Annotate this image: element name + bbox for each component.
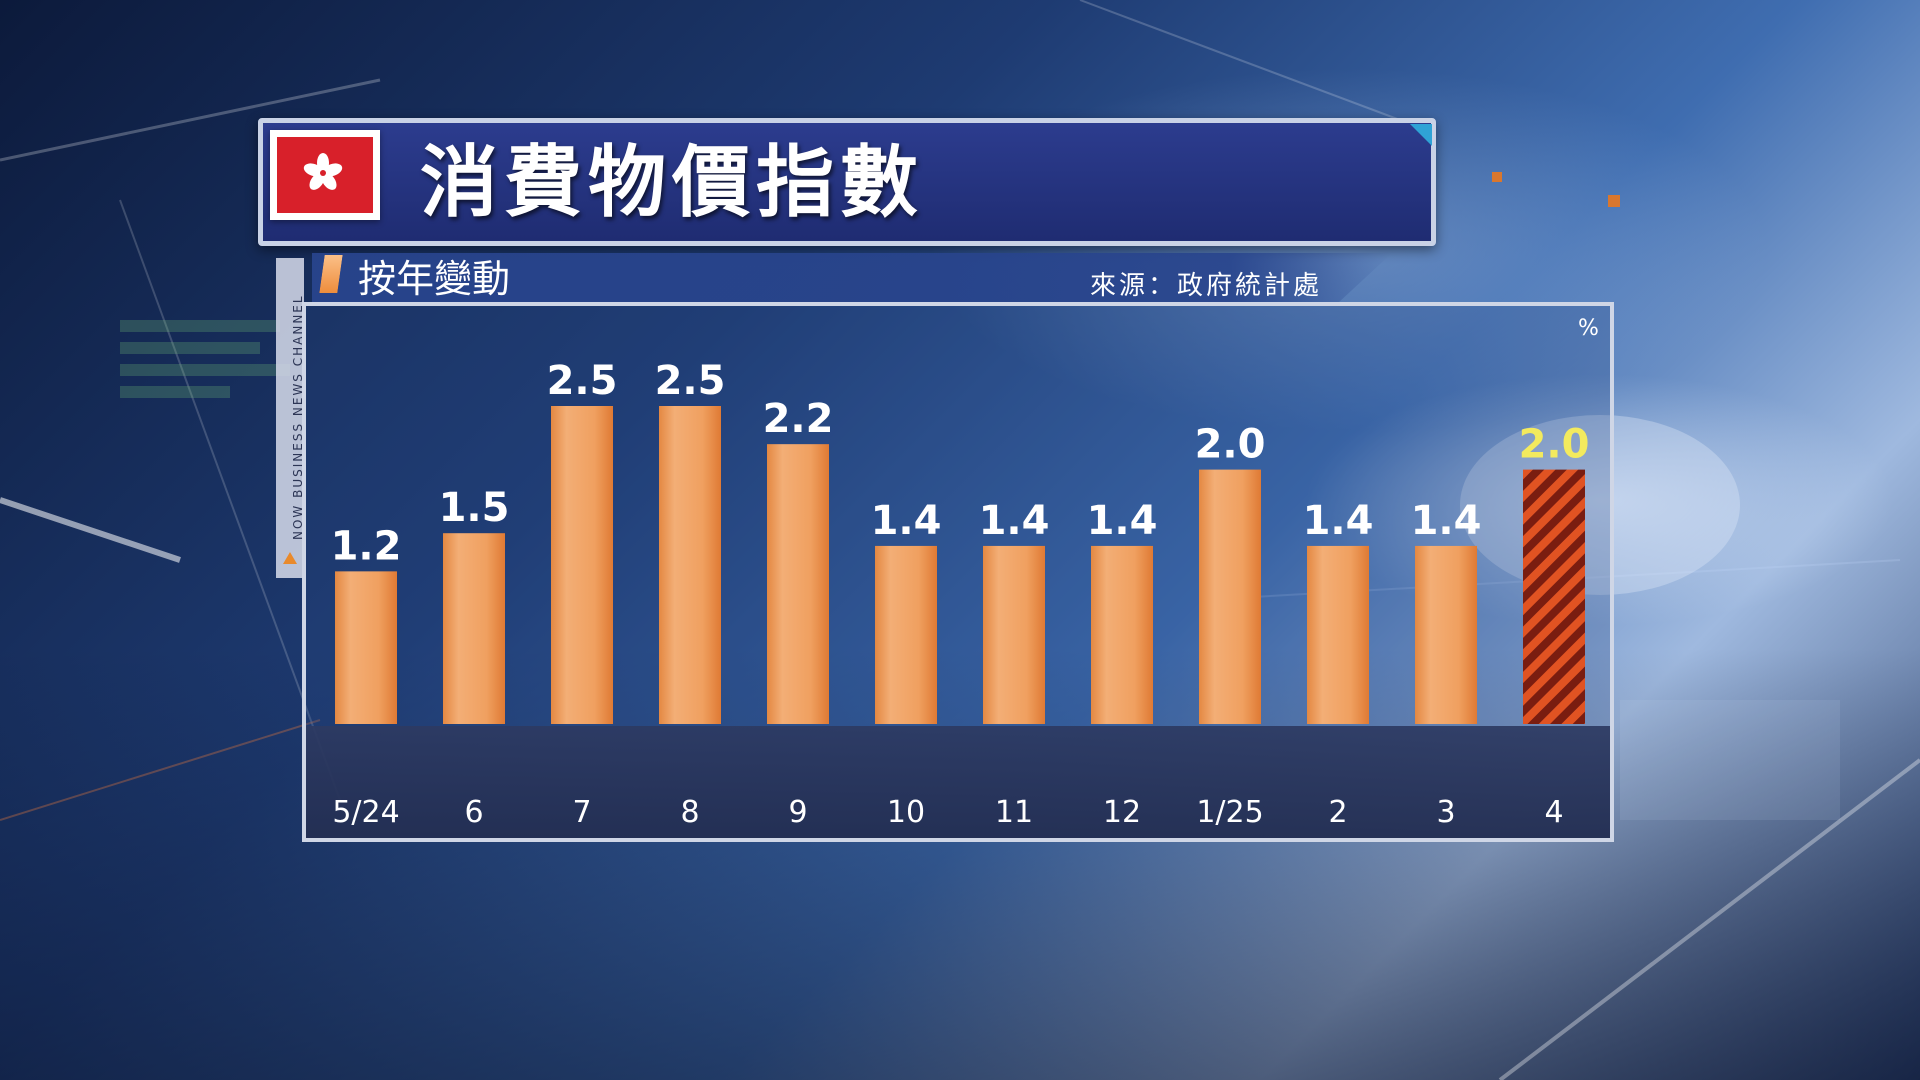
channel-side-strip (276, 258, 304, 578)
x-tick-label: 3 (1436, 795, 1455, 830)
x-tick-label: 12 (1103, 795, 1141, 830)
source-label: 來源：政府統計處 (1090, 271, 1323, 301)
bar (767, 444, 829, 724)
x-tick-label: 4 (1544, 795, 1563, 830)
unit-label: % (1578, 316, 1599, 341)
x-tick-label: 8 (680, 795, 699, 830)
x-tick-label: 10 (887, 795, 925, 830)
bar (983, 545, 1045, 724)
bar (335, 571, 397, 724)
bar-value-label: 1.4 (1411, 498, 1482, 544)
x-tick-label: 6 (464, 795, 483, 830)
bar (1199, 469, 1261, 724)
bar (1307, 545, 1369, 724)
bar-value-label: 1.5 (439, 485, 510, 531)
x-tick-label: 2 (1328, 795, 1347, 830)
bar-value-label: 2.5 (655, 358, 726, 404)
bar-value-label: 2.2 (763, 396, 834, 442)
bar-value-label: 1.4 (1303, 498, 1374, 544)
subtitle-bar (312, 253, 1392, 303)
bar (875, 545, 937, 724)
x-axis-band (306, 726, 1610, 838)
title-corner-accent (1410, 124, 1432, 146)
bar (1415, 545, 1477, 724)
bar-value-label: 1.2 (331, 523, 402, 569)
bar-value-label: 1.4 (871, 498, 942, 544)
bauhinia-icon (303, 153, 343, 190)
x-tick-label: 1/25 (1196, 795, 1263, 830)
x-tick-label: 11 (995, 795, 1033, 830)
bar (551, 406, 613, 724)
x-tick-label: 9 (788, 795, 807, 830)
bar-value-label: 2.0 (1195, 422, 1266, 468)
x-tick-label: 5/24 (332, 795, 399, 830)
bar (1091, 545, 1153, 724)
triangle-icon (283, 552, 297, 564)
bar-value-label: 1.4 (979, 498, 1050, 544)
bar-highlight (1523, 469, 1585, 724)
bar-value-label: 2.0 (1519, 422, 1590, 468)
hong-kong-flag-icon (270, 130, 380, 220)
bar (659, 406, 721, 724)
bar-value-label: 2.5 (547, 358, 618, 404)
bar-value-label: 1.4 (1087, 498, 1158, 544)
title-bar (258, 118, 1436, 246)
x-tick-label: 7 (572, 795, 591, 830)
bar (443, 533, 505, 724)
chart-subtitle: 按年變動 (358, 257, 511, 301)
page-title: 消費物價指數 (420, 138, 925, 228)
